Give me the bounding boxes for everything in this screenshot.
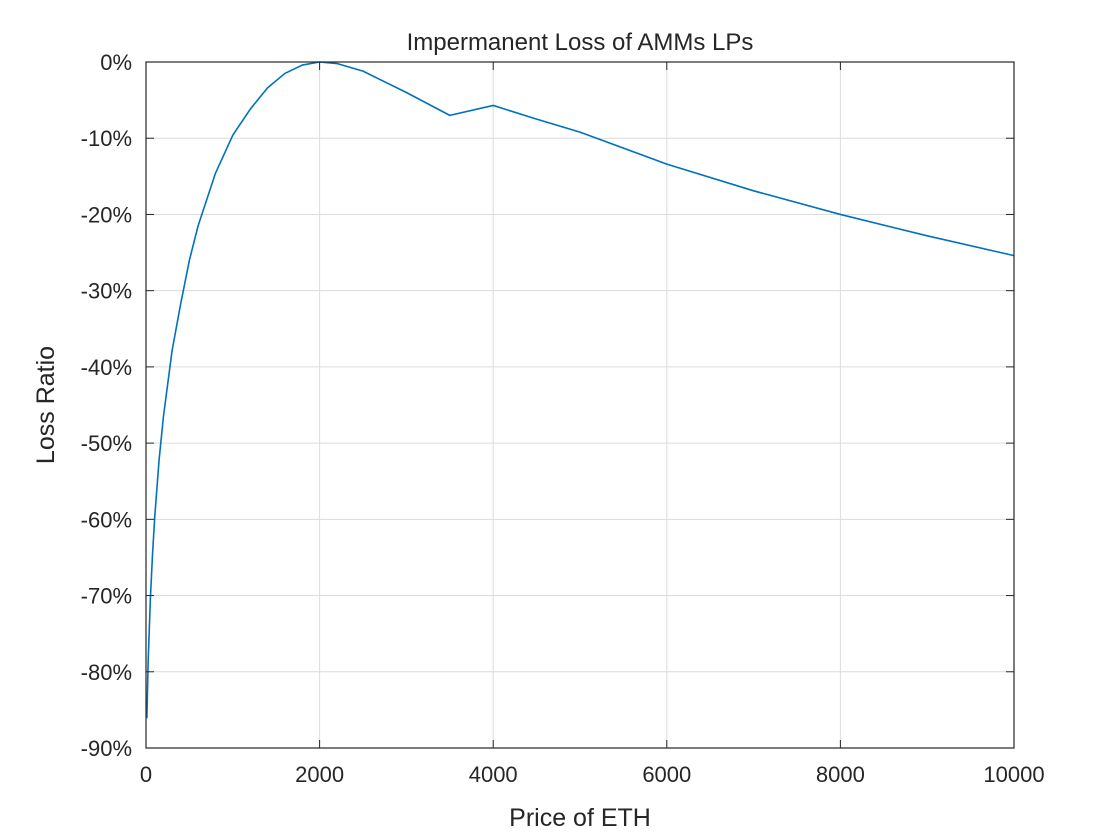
grid-lines: [145, 61, 1015, 749]
x-axis-label: Price of ETH: [509, 804, 651, 832]
y-tick-label: -10%: [81, 126, 132, 151]
y-tick-label: -40%: [81, 355, 132, 380]
y-axis-label: Loss Ratio: [32, 346, 60, 464]
chart-title: Impermanent Loss of AMMs LPs: [407, 29, 754, 56]
x-tick-label: 0: [140, 762, 152, 787]
y-tick-labels: 0% -10% -20% -30% -40% -50% -60% -70% -80% -90%: [81, 50, 132, 761]
x-tick-label: 8000: [816, 762, 865, 787]
series-line: [146, 61, 1015, 719]
series-layer: [146, 61, 1015, 719]
x-tick-label: 4000: [469, 762, 518, 787]
y-tick-label: -50%: [81, 431, 132, 456]
y-tick-label: -20%: [81, 202, 132, 227]
axes-box: [145, 61, 1015, 749]
x-tick-label: 6000: [642, 762, 691, 787]
y-tick-label: -70%: [81, 584, 132, 609]
x-tick-label: 10000: [983, 762, 1044, 787]
y-tick-label: -80%: [81, 660, 132, 685]
y-tick-label: -30%: [81, 279, 132, 304]
x-tick-label: 2000: [295, 762, 344, 787]
y-tick-label: -60%: [81, 507, 132, 532]
tick-marks: [145, 61, 1015, 749]
y-tick-label: 0%: [100, 50, 132, 75]
y-tick-label: -90%: [81, 736, 132, 761]
x-tick-labels: 0 2000 4000 6000 8000 10000: [140, 762, 1045, 787]
